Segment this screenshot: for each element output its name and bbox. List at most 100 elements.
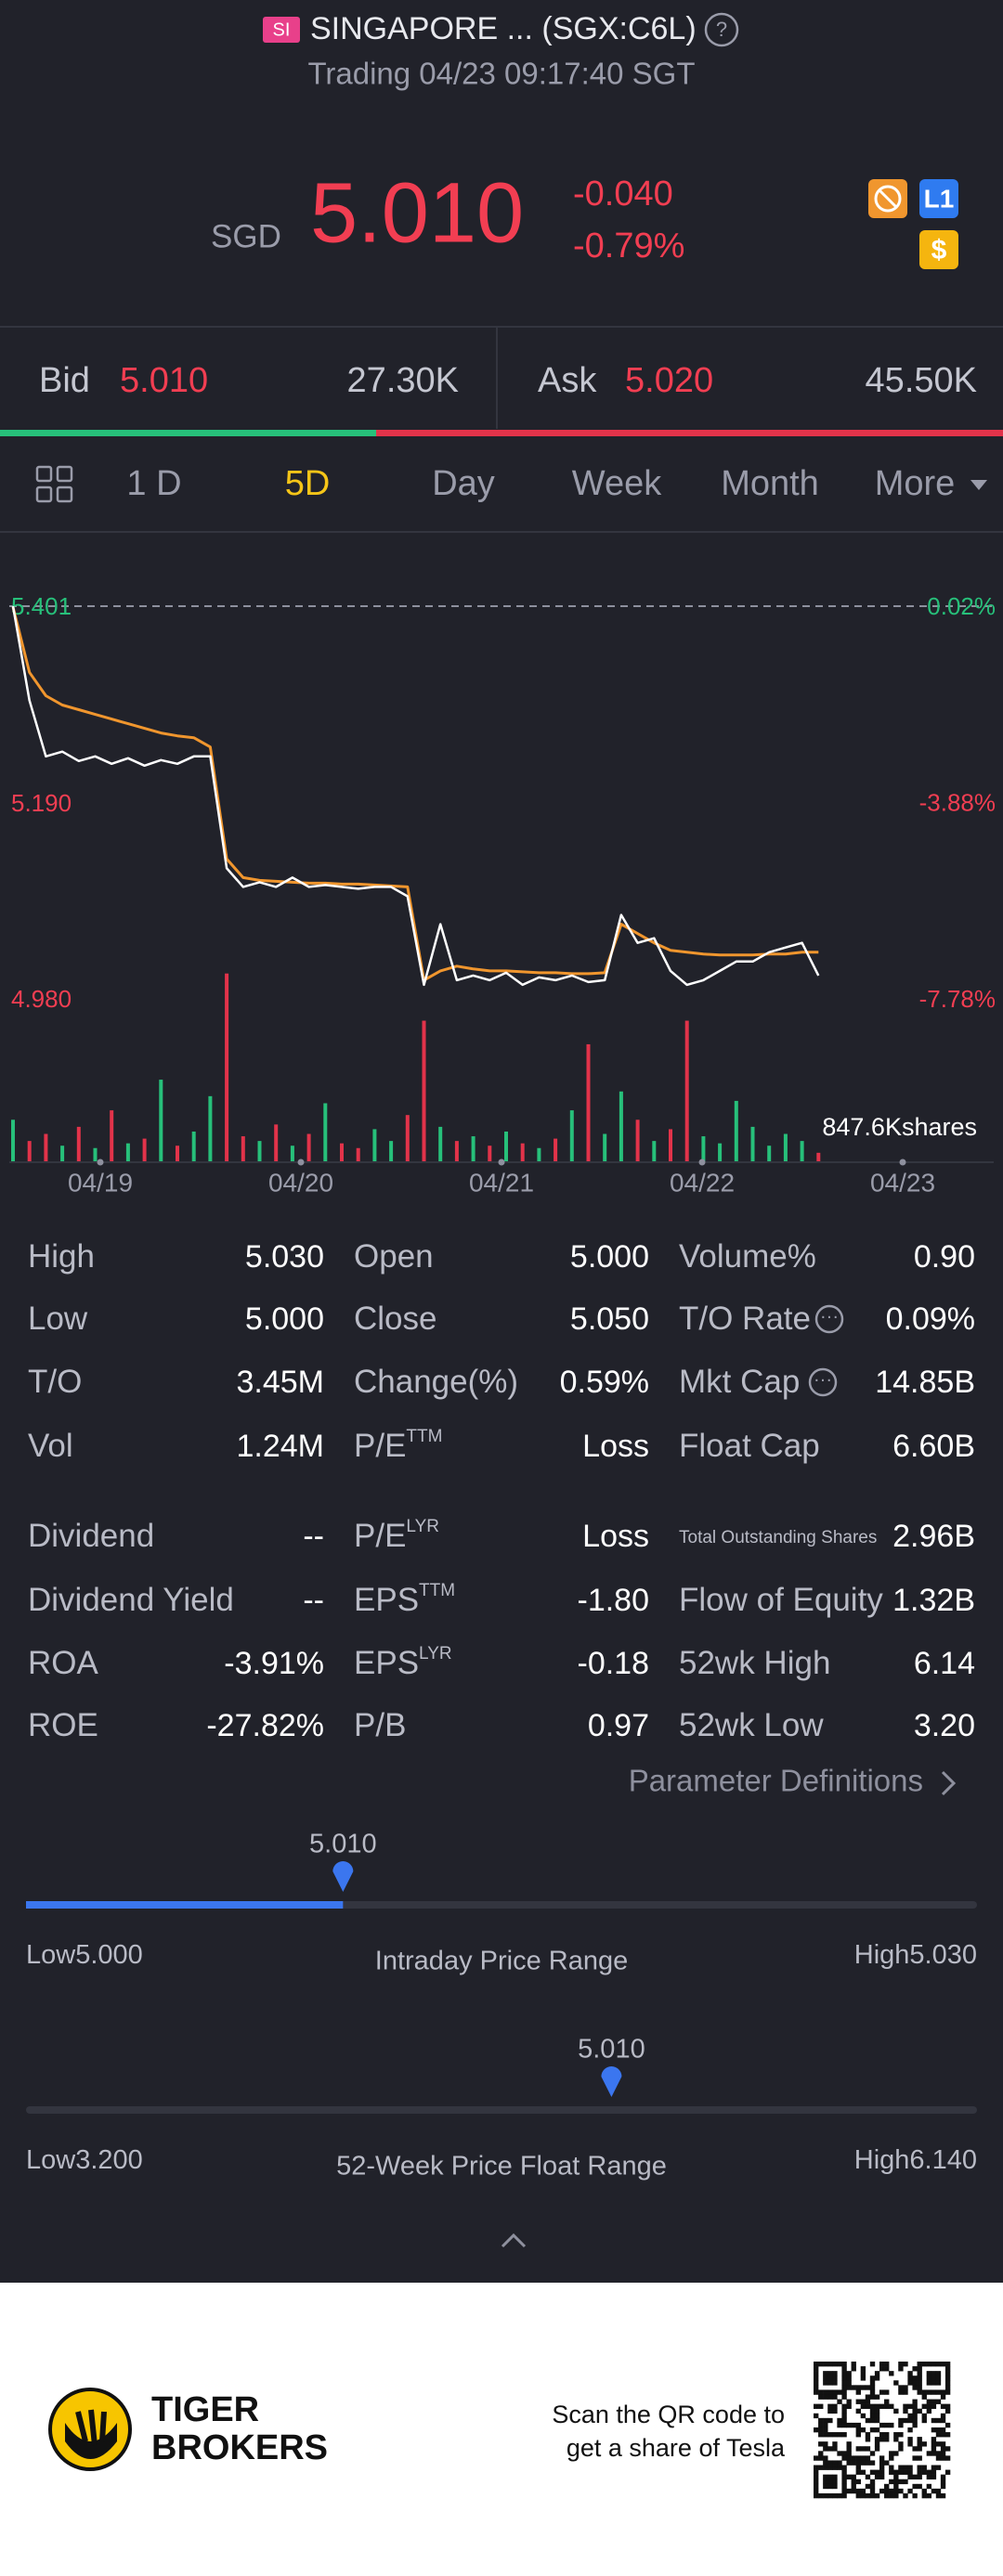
qr-cell (893, 2479, 899, 2485)
qr-cell (907, 2371, 913, 2376)
qr-cell (926, 2380, 932, 2386)
stat-label: 52wk High (679, 1645, 830, 1681)
stat-label-text: EPS (354, 1582, 419, 1618)
volume-bar (208, 1095, 213, 1162)
qr-cell (917, 2408, 922, 2414)
qr-cell (832, 2465, 838, 2470)
qr-cell (931, 2417, 937, 2424)
range-track (26, 2106, 977, 2114)
qr-cell (837, 2492, 842, 2499)
parameter-definitions[interactable]: Parameter Definitions (629, 1764, 923, 1798)
qr-cell (931, 2427, 937, 2433)
layout-icon[interactable] (35, 465, 73, 503)
qr-cell (818, 2362, 824, 2367)
qr-cell (855, 2389, 861, 2395)
qr-cell (935, 2455, 942, 2461)
qr-cell (837, 2417, 842, 2424)
range-prefix: High (854, 2145, 910, 2175)
qr-cell (832, 2441, 838, 2447)
qr-cell (846, 2371, 852, 2376)
qr-cell (931, 2403, 937, 2409)
qr-cell (841, 2432, 847, 2438)
qr-cell (944, 2455, 951, 2461)
more-arrow[interactable] (970, 480, 987, 490)
tab[interactable]: More (875, 464, 956, 503)
qr-cell (889, 2455, 894, 2461)
qr-cell (889, 2469, 894, 2475)
qr-cell (944, 2375, 951, 2381)
day-dot (899, 1159, 906, 1166)
info-icon[interactable] (814, 1304, 844, 1334)
qr-cell (884, 2403, 890, 2409)
qr-cell (889, 2422, 894, 2428)
qr-cell (827, 2375, 833, 2381)
stat-label-text: ROA (28, 1645, 99, 1681)
qr-cell (931, 2375, 937, 2381)
stat-label: EPSTTM (354, 1581, 455, 1618)
qr-cell (860, 2385, 866, 2390)
tab[interactable]: 1 D (126, 464, 181, 503)
qr-cell (860, 2469, 866, 2475)
tab[interactable]: Day (432, 464, 495, 503)
qr-cell (917, 2366, 922, 2372)
qr-cell (869, 2492, 876, 2499)
tab[interactable]: Week (572, 464, 662, 503)
qr-cell (846, 2403, 852, 2409)
qr-cell (818, 2403, 824, 2409)
qr-cell (940, 2394, 946, 2400)
stat-label: P/ETTM (354, 1427, 442, 1464)
qr-cell (814, 2371, 819, 2376)
qr-cell (874, 2417, 880, 2424)
stat-label-text: EPS (354, 1645, 419, 1681)
range-bound: 6.140 (909, 2145, 977, 2175)
qr-cell (912, 2403, 918, 2409)
qr-cell (898, 2422, 904, 2428)
qr-cell (855, 2399, 861, 2404)
qr-cell (912, 2483, 918, 2490)
qr-cell (903, 2469, 908, 2475)
help-icon[interactable] (704, 12, 739, 47)
qr-cell (944, 2446, 951, 2452)
bid-depth-bar (0, 430, 376, 436)
qr-cell (846, 2380, 852, 2386)
qr-cell (869, 2408, 876, 2414)
volume-bar (125, 1143, 130, 1162)
qr-cell (898, 2488, 904, 2494)
stat-label: ROA (28, 1645, 99, 1681)
qr-cell (907, 2417, 913, 2424)
stat-label: Mkt Cap (679, 1364, 800, 1400)
stat-value: 0.97 (588, 1708, 649, 1743)
volume-bar (176, 1146, 179, 1162)
qr-cell (869, 2362, 876, 2367)
stat-label: Dividend Yield (28, 1582, 234, 1618)
qr-cell (832, 2403, 838, 2409)
tab[interactable]: 5D (285, 464, 331, 503)
volume-bar (110, 1110, 114, 1162)
volume-bar (520, 1143, 525, 1162)
qr-cell (917, 2371, 922, 2376)
qr-cell (851, 2385, 856, 2390)
collapse-chevron[interactable] (501, 2233, 527, 2248)
qr-cell (837, 2389, 842, 2395)
stat-label: Vol (28, 1428, 73, 1464)
qr-cell (841, 2488, 847, 2494)
currency-icon[interactable] (919, 230, 958, 269)
qr-cell (944, 2385, 951, 2390)
range-low: Low3.200 (26, 2145, 143, 2175)
stat-label-text: P/B (354, 1707, 406, 1743)
level1-icon[interactable] (919, 179, 958, 218)
stock-title[interactable]: SINGAPORE ... (SGX:C6L) (310, 11, 697, 46)
qr-cell (926, 2399, 932, 2404)
average-line (11, 606, 819, 982)
volume-bar (586, 1043, 591, 1162)
tab[interactable]: Month (721, 464, 819, 503)
volume-bar (257, 1141, 262, 1162)
qr-cell (841, 2408, 847, 2414)
stat-value: 0.09% (886, 1301, 975, 1337)
qr-cell (814, 2413, 819, 2419)
qr-cell (814, 2366, 819, 2372)
qr-cell (912, 2422, 918, 2428)
qr-cell (841, 2413, 847, 2419)
info-icon[interactable] (808, 1367, 838, 1397)
